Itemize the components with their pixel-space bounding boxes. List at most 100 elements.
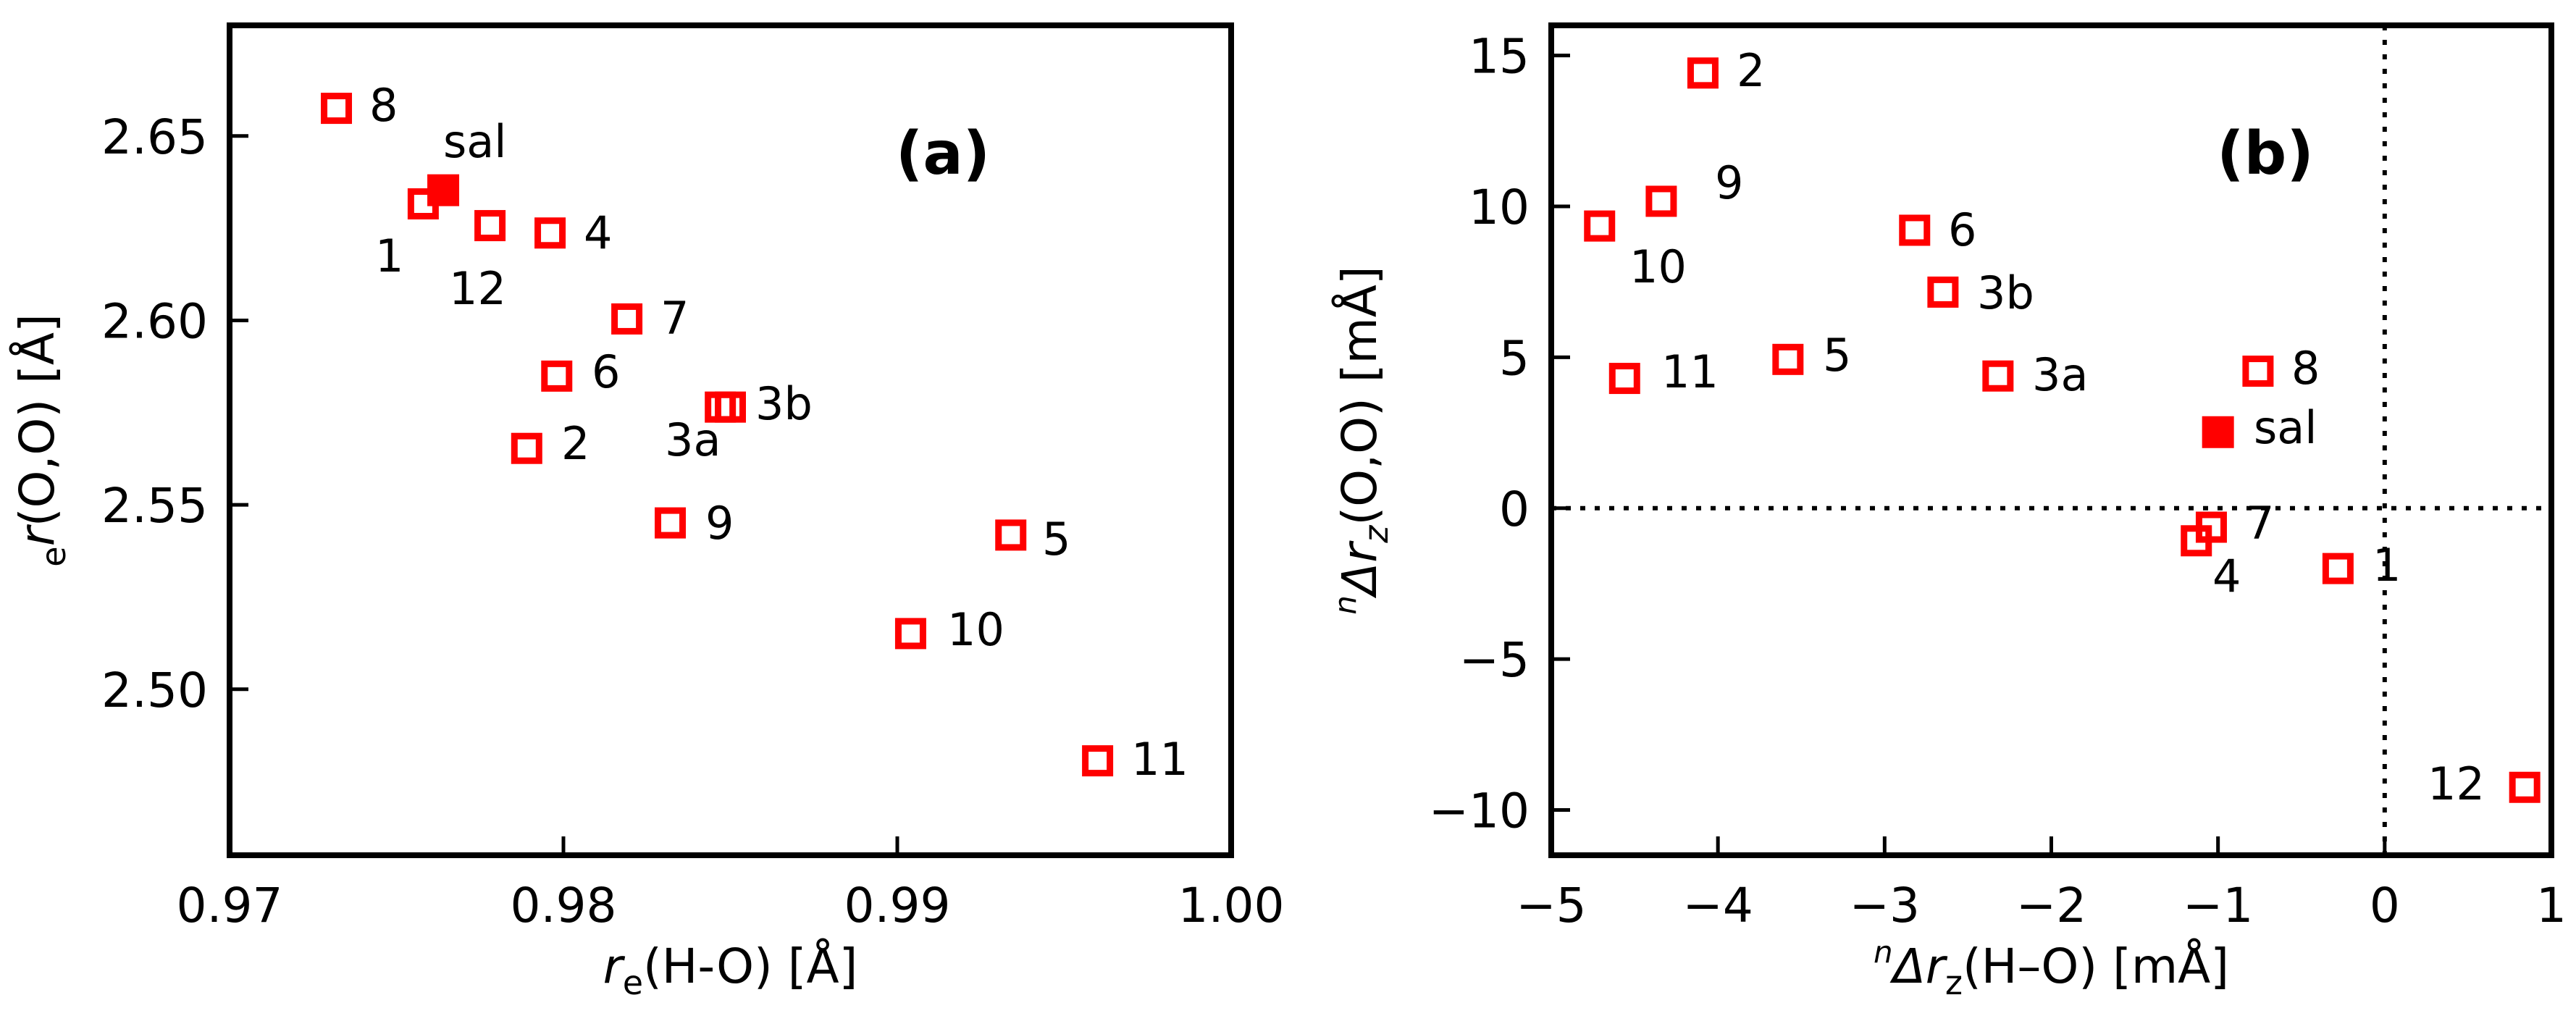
point-label: 3a bbox=[665, 413, 721, 466]
open-square-marker bbox=[1982, 360, 2014, 392]
point-label: 11 bbox=[1131, 733, 1188, 786]
y-tick-label: 2.55 bbox=[101, 478, 208, 534]
x-tick-label: −5 bbox=[1516, 878, 1586, 933]
data-point-8: 8 bbox=[2242, 342, 2320, 395]
point-label: 5 bbox=[1042, 513, 1070, 566]
open-square-marker bbox=[894, 618, 926, 650]
data-point-5: 5 bbox=[995, 513, 1070, 566]
panel-label: (a) bbox=[896, 119, 990, 188]
open-square-marker bbox=[2181, 525, 2212, 557]
data-point-3b: 3b bbox=[1927, 266, 2034, 319]
y-tick-label: 5 bbox=[1499, 330, 1530, 386]
data-point-6: 6 bbox=[541, 345, 620, 398]
point-label: sal bbox=[2254, 401, 2317, 454]
open-square-marker bbox=[2322, 553, 2354, 584]
x-tick-label: −3 bbox=[1850, 878, 1920, 933]
point-label: 1 bbox=[375, 230, 403, 282]
data-point-8: 8 bbox=[321, 79, 398, 132]
open-square-marker bbox=[1608, 363, 1640, 395]
data-point-11: 11 bbox=[1608, 345, 1719, 398]
open-square-marker bbox=[655, 507, 687, 539]
y-axis-label: er(O,O) [Å] bbox=[9, 314, 73, 566]
data-point-10: 10 bbox=[1584, 210, 1687, 293]
point-label: 7 bbox=[2246, 497, 2274, 550]
open-square-marker bbox=[541, 360, 573, 392]
point-label: 7 bbox=[660, 292, 689, 345]
open-square-marker bbox=[534, 217, 566, 249]
point-label: 3b bbox=[1977, 266, 2034, 319]
axes-frame bbox=[1548, 22, 2554, 858]
panel-a-scatter: 0.97 0.98 0.99 1.002.502.552.602.658sal1124… bbox=[9, 22, 1285, 1002]
y-tick-label: 2.50 bbox=[101, 663, 208, 718]
data-point-2: 2 bbox=[1687, 44, 1765, 97]
data-point-sal: sal bbox=[2202, 401, 2317, 454]
x-tick-label: 0.98 bbox=[511, 878, 617, 933]
point-label: 1 bbox=[2372, 539, 2401, 592]
data-point-12: 12 bbox=[449, 210, 506, 315]
point-label: 5 bbox=[1823, 329, 1851, 382]
y-tick-label: 0 bbox=[1499, 482, 1530, 537]
open-square-marker bbox=[1584, 210, 1616, 242]
open-square-marker bbox=[474, 210, 506, 242]
data-point-6: 6 bbox=[1899, 203, 1976, 256]
x-tick-label: −4 bbox=[1683, 878, 1753, 933]
x-tick-label: 0.99 bbox=[844, 878, 951, 933]
open-square-marker bbox=[611, 303, 643, 335]
x-axis-label: nΔrz(H–O) [mÅ] bbox=[1874, 934, 2229, 1002]
y-tick-label: 15 bbox=[1469, 29, 1530, 85]
open-square-marker bbox=[1899, 214, 1931, 246]
data-point-sal: sal bbox=[427, 115, 507, 206]
open-square-marker bbox=[2242, 356, 2274, 387]
data-point-9: 9 bbox=[655, 497, 734, 550]
point-label: 12 bbox=[449, 262, 506, 315]
x-tick-label: 0.97 bbox=[177, 878, 283, 933]
y-tick-label: 2.60 bbox=[101, 293, 208, 349]
point-label: 4 bbox=[584, 206, 612, 259]
point-label: 6 bbox=[1948, 203, 1976, 256]
data-point-10: 10 bbox=[894, 603, 1004, 656]
x-tick-label: 0 bbox=[2370, 878, 2400, 933]
y-tick-label: 10 bbox=[1469, 180, 1530, 235]
axes-frame bbox=[227, 22, 1234, 858]
open-square-marker bbox=[321, 93, 353, 125]
data-point-7: 7 bbox=[611, 292, 689, 345]
data-point-1: 1 bbox=[2322, 539, 2401, 592]
data-point-11: 11 bbox=[1082, 733, 1188, 786]
point-label: 4 bbox=[2212, 550, 2241, 603]
point-label: 8 bbox=[369, 79, 398, 132]
point-label: 9 bbox=[1715, 156, 1743, 209]
point-label: 11 bbox=[1661, 345, 1719, 398]
data-point-9: 9 bbox=[1645, 156, 1743, 217]
open-square-marker bbox=[1687, 57, 1719, 89]
point-label: 3a bbox=[2032, 348, 2088, 401]
point-label: 10 bbox=[947, 603, 1004, 656]
open-square-marker bbox=[1645, 185, 1677, 217]
panel-label: (b) bbox=[2217, 119, 2314, 188]
y-tick-label: −10 bbox=[1429, 783, 1530, 839]
open-square-marker bbox=[1772, 343, 1804, 375]
x-tick-label: −1 bbox=[2183, 878, 2253, 933]
point-label: sal bbox=[443, 115, 507, 168]
open-square-marker bbox=[511, 432, 542, 464]
data-point-5: 5 bbox=[1772, 329, 1851, 382]
data-point-3a: 3a bbox=[665, 391, 737, 466]
point-label: 8 bbox=[2291, 342, 2320, 395]
data-point-12: 12 bbox=[2428, 757, 2541, 810]
y-tick-label: −5 bbox=[1459, 632, 1530, 688]
point-label: 2 bbox=[1737, 44, 1765, 97]
data-point-3a: 3a bbox=[1982, 348, 2088, 401]
point-label: 10 bbox=[1629, 240, 1687, 293]
x-tick-label: 1.00 bbox=[1178, 878, 1285, 933]
x-axis-label: re(H-O) [Å] bbox=[603, 939, 858, 1002]
data-point-4: 4 bbox=[534, 206, 612, 259]
open-square-marker bbox=[715, 391, 746, 423]
data-point-4: 4 bbox=[2181, 525, 2241, 603]
data-point-2: 2 bbox=[511, 417, 590, 470]
open-square-marker bbox=[995, 519, 1027, 551]
point-label: 3b bbox=[755, 377, 813, 430]
point-label: 9 bbox=[705, 497, 734, 550]
y-axis-label: nΔrz(O,O) [mÅ] bbox=[1327, 266, 1396, 614]
